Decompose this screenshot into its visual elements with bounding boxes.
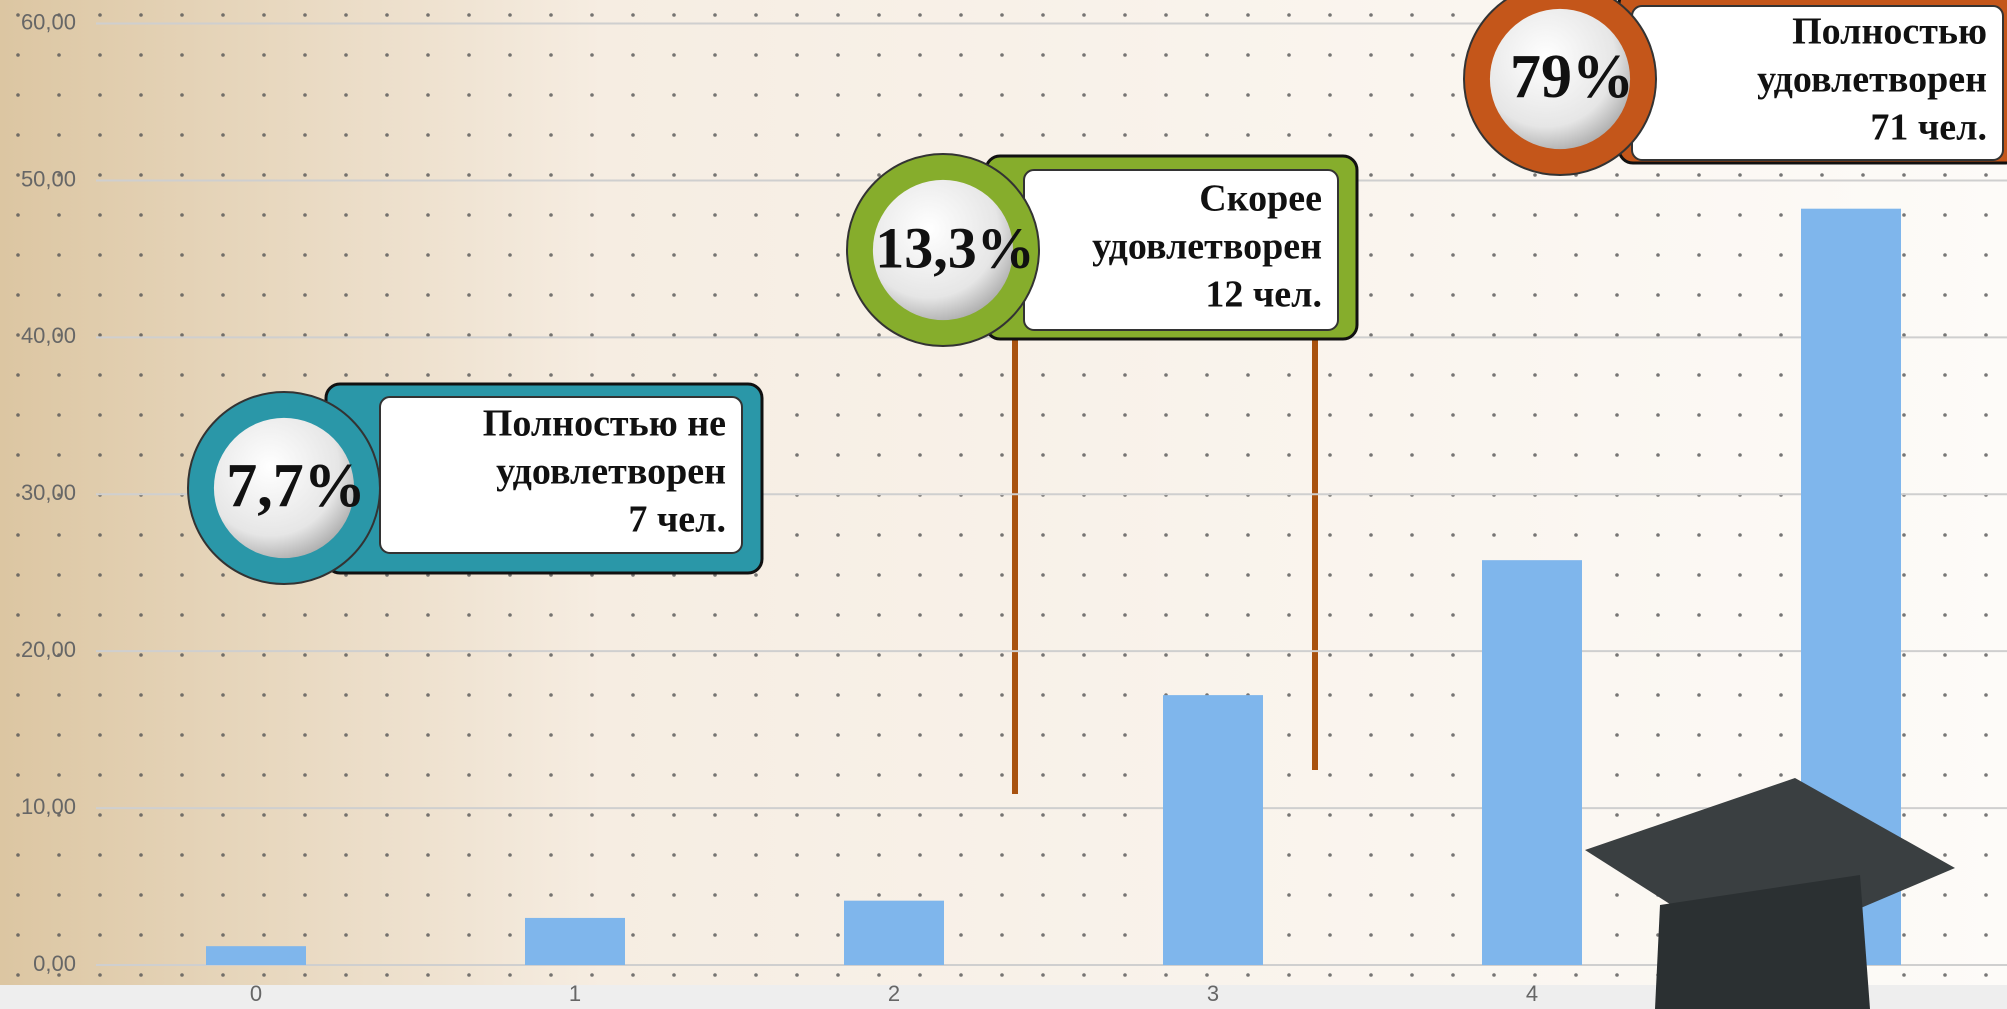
badge-ball (872, 179, 1014, 321)
label-line: 7 чел. (628, 499, 726, 541)
label-line: удовлетворен (1757, 59, 1987, 101)
badge-percent: 7,7% (226, 452, 366, 520)
y-tick-label: 40,00 (21, 323, 76, 348)
label-line: Полностью не (483, 403, 726, 445)
label-line: Полностью (1792, 11, 1987, 53)
label-line: удовлетворен (1092, 226, 1322, 268)
badge-percent: 79% (1510, 43, 1634, 111)
cap-decoration (1585, 778, 1955, 955)
bar (844, 900, 944, 965)
y-tick-label: 60,00 (21, 9, 76, 34)
badge-ball (213, 417, 355, 559)
bar (206, 946, 306, 965)
x-tick-label: 0 (250, 981, 262, 1006)
badge-ball (1489, 8, 1631, 150)
y-tick-label: 10,00 (21, 794, 76, 819)
bar (525, 917, 625, 965)
y-tick-label: 50,00 (21, 166, 76, 191)
y-tick-label: 0,00 (33, 951, 76, 976)
badge-percent: 13,3% (875, 215, 1035, 280)
label-line: удовлетворен (496, 451, 726, 493)
annotations: 7,7% Полностью не удовлетворен 7 чел. 13,3% С… (187, 0, 2007, 585)
x-tick-label: 4 (1526, 981, 1538, 1006)
bar (1163, 695, 1263, 965)
bar (1482, 560, 1582, 965)
y-tick-label: 20,00 (21, 637, 76, 662)
x-tick-label: 2 (888, 981, 900, 1006)
label-line: Скорее (1199, 178, 1322, 220)
cap-decoration (1655, 875, 1870, 1009)
x-tick-label: 1 (569, 981, 581, 1006)
y-tick-label: 30,00 (21, 480, 76, 505)
label-line: 12 чел. (1205, 274, 1322, 316)
x-tick-label: 3 (1207, 981, 1219, 1006)
label-line: 71 чел. (1870, 107, 1987, 149)
